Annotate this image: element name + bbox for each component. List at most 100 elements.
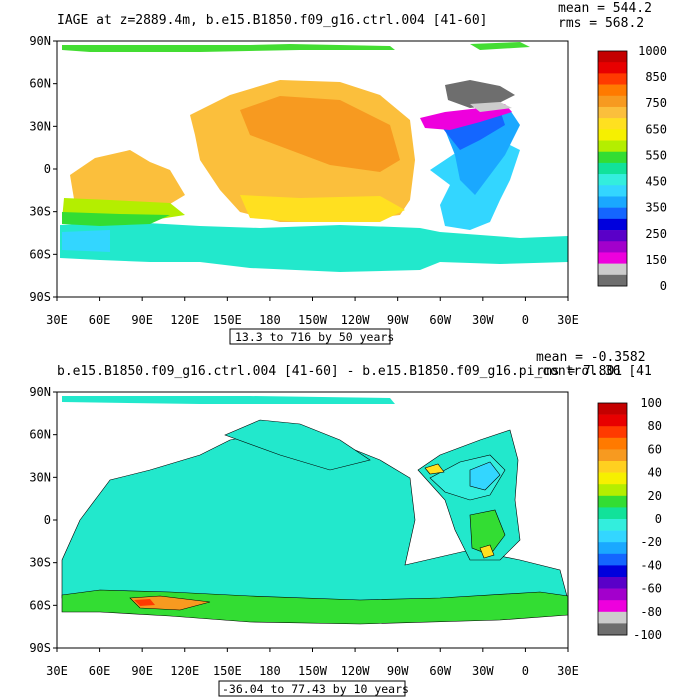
colorbar-swatch bbox=[598, 449, 627, 462]
panel-1-rms: rms = 568.2 bbox=[558, 16, 644, 31]
lat-label: 90N bbox=[29, 34, 51, 48]
lat-label: 90N bbox=[29, 385, 51, 399]
lon-label: 60W bbox=[429, 664, 451, 678]
lon-label: 30W bbox=[472, 664, 494, 678]
colorbar-swatch bbox=[598, 263, 627, 276]
colorbar-label: 40 bbox=[648, 466, 662, 480]
colorbar-swatch bbox=[598, 174, 627, 186]
lon-label: 120W bbox=[341, 664, 371, 678]
field-nordic-gray bbox=[445, 80, 515, 108]
panel-1-range-box-frame bbox=[229, 328, 391, 345]
lon-label: 30E bbox=[46, 664, 68, 678]
lon-label: 60E bbox=[89, 664, 111, 678]
colorbar-swatch bbox=[598, 118, 627, 130]
colorbar-swatch bbox=[598, 129, 627, 141]
lon-label: 90W bbox=[387, 313, 409, 327]
colorbar-swatch bbox=[598, 600, 627, 613]
field-southern-light bbox=[62, 230, 110, 252]
field-pacific-south bbox=[240, 195, 405, 222]
colorbar-swatch bbox=[598, 611, 627, 624]
colorbar-label: 80 bbox=[648, 419, 662, 433]
colorbar-swatch bbox=[598, 51, 627, 63]
colorbar-swatch bbox=[598, 84, 627, 97]
lon-label: 150E bbox=[213, 664, 242, 678]
colorbar-swatch bbox=[598, 414, 627, 427]
colorbar-frame bbox=[597, 402, 628, 636]
panel-2-range-note: -36.04 to 77.43 by 10 years bbox=[222, 682, 409, 696]
lat-label: 60S bbox=[29, 247, 51, 261]
colorbar-label: 0 bbox=[655, 512, 662, 526]
lon-label: 30E bbox=[557, 313, 579, 327]
panel-1: IAGE at z=2889.4m, b.e15.B1850.f09_g16.c… bbox=[29, 1, 667, 345]
colorbar-label: 150 bbox=[645, 253, 667, 267]
field-arctic-east bbox=[470, 42, 530, 50]
lon-label: 180 bbox=[259, 664, 281, 678]
lat-label: 30S bbox=[29, 556, 51, 570]
colorbar-label: 650 bbox=[645, 122, 667, 136]
lon-label: 60W bbox=[429, 313, 451, 327]
field-pacific-core bbox=[240, 96, 400, 172]
panel-1-colorbar: 1000 850 750 650 550 450 350 250 150 0 bbox=[597, 44, 667, 293]
colorbar-label: -60 bbox=[640, 582, 662, 596]
field-nordic-lightgray bbox=[470, 102, 512, 112]
colorbar-label: 20 bbox=[648, 489, 662, 503]
diff-southern-red bbox=[134, 599, 155, 606]
colorbar-swatch bbox=[598, 207, 627, 220]
panel-1-range-note: 13.3 to 716 by 50 years bbox=[235, 330, 394, 344]
lon-label: 0 bbox=[522, 664, 529, 678]
colorbar-swatch bbox=[598, 623, 627, 636]
colorbar-swatch bbox=[598, 106, 627, 119]
field-indian-yellow bbox=[70, 150, 185, 210]
colorbar-swatch bbox=[598, 588, 627, 601]
lon-label: 60E bbox=[89, 313, 111, 327]
lon-label: 90E bbox=[131, 664, 153, 678]
colorbar-swatch bbox=[598, 140, 627, 153]
panel-1-axes: 90N 60N 30N 0 30S 60S 90S 30E 60E 90E 120E 150E 180 1… bbox=[29, 34, 579, 327]
panel-1-title: IAGE at z=2889.4m, b.e15.B1850.f09_g16.c… bbox=[57, 13, 487, 28]
colorbar-swatch bbox=[598, 274, 627, 287]
lat-label: 30S bbox=[29, 205, 51, 219]
lon-label: 150E bbox=[213, 313, 242, 327]
panel-2-mean: mean = -0.3582 bbox=[536, 350, 646, 365]
lat-label: 60N bbox=[29, 428, 51, 442]
panel-2-colorbar: 100 80 60 40 20 0 -20 -40 -60 -80 -100 bbox=[597, 396, 662, 642]
lon-label: 180 bbox=[259, 313, 281, 327]
lon-label: 150W bbox=[298, 664, 328, 678]
colorbar-swatch bbox=[598, 577, 627, 589]
colorbar-label: -20 bbox=[640, 535, 662, 549]
diff-atlantic-lightblue bbox=[469, 461, 501, 491]
colorbar-swatch bbox=[598, 403, 627, 415]
colorbar-swatch bbox=[598, 461, 627, 473]
lon-label: 0 bbox=[522, 313, 529, 327]
colorbar-swatch bbox=[598, 484, 627, 497]
lon-label: 90E bbox=[131, 313, 153, 327]
panel-2-rms: rms = 7.801 bbox=[536, 364, 622, 379]
diff-arctic-strip bbox=[62, 396, 395, 404]
colorbar-label: 750 bbox=[645, 96, 667, 110]
colorbar-swatch bbox=[598, 162, 627, 175]
colorbar-label: 100 bbox=[640, 396, 662, 410]
colorbar-swatch bbox=[598, 553, 627, 566]
lat-label: 90S bbox=[29, 290, 51, 304]
colorbar-swatch bbox=[598, 62, 627, 74]
lon-label: 120E bbox=[170, 664, 199, 678]
panel-1-range-box: 13.3 to 716 by 50 years bbox=[229, 328, 394, 345]
colorbar-label: -40 bbox=[640, 558, 662, 572]
colorbar-label: 550 bbox=[645, 148, 667, 162]
panel-1-map bbox=[57, 41, 568, 297]
colorbar-swatch bbox=[598, 185, 627, 197]
lon-label: 30W bbox=[472, 313, 494, 327]
colorbar-label: -100 bbox=[633, 628, 662, 642]
panel-2-axes: 90N 60N 30N 0 30S 60S 90S 30E 60E 90E 120E 150E 180 1… bbox=[29, 385, 579, 678]
colorbar-swatch bbox=[598, 218, 627, 231]
panel-2-range-box-frame bbox=[218, 680, 406, 697]
colorbar-label: 450 bbox=[645, 175, 667, 189]
colorbar-label: 0 bbox=[660, 279, 667, 293]
lat-label: 30N bbox=[29, 470, 51, 484]
field-southern-ocean bbox=[60, 222, 568, 272]
colorbar-swatch bbox=[598, 495, 627, 508]
diff-labrador-yellow bbox=[424, 463, 445, 475]
lat-label: 0 bbox=[44, 162, 51, 176]
panel-2-range-box: -36.04 to 77.43 by 10 years bbox=[218, 680, 409, 697]
colorbar-swatch bbox=[598, 437, 627, 450]
